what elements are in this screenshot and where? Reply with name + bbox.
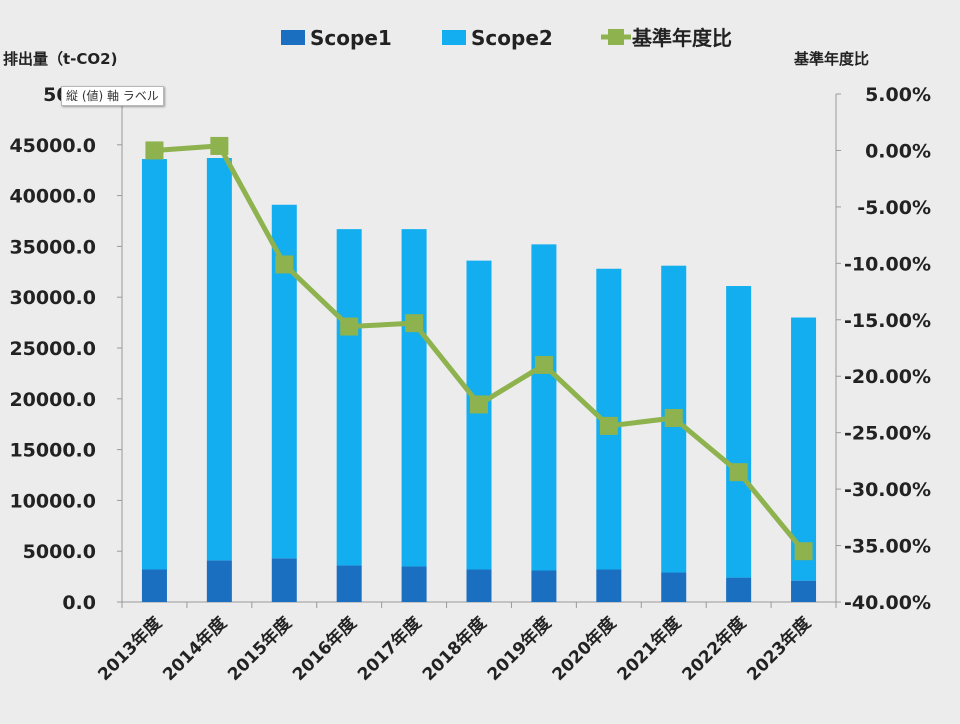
legend-swatch-marker xyxy=(608,29,624,45)
y-tick-label: 35000.0 xyxy=(9,236,96,258)
x-tick-label: 2016年度 xyxy=(288,612,361,685)
bar-scope2 xyxy=(336,229,362,566)
bar-scope1 xyxy=(141,569,167,602)
y-tick-label: 15000.0 xyxy=(9,440,96,462)
y2-tick-label: -20.00% xyxy=(844,366,931,388)
bar-scope2 xyxy=(206,158,232,561)
line-point-marker xyxy=(340,317,359,336)
bar-scope2 xyxy=(726,286,752,578)
bar-scope1 xyxy=(661,572,687,602)
x-tick-label: 2023年度 xyxy=(743,612,816,685)
x-tick-label: 2017年度 xyxy=(353,612,426,685)
y-tick-label: 5000.0 xyxy=(23,541,96,563)
y-tick-label: 40000.0 xyxy=(9,186,96,208)
bar-scope1 xyxy=(531,570,557,602)
bar-scope1 xyxy=(206,560,232,602)
y-tick-label: 30000.0 xyxy=(9,287,96,309)
y2-axis-title: 基準年度比 xyxy=(793,50,869,68)
y-tick-label: 25000.0 xyxy=(9,338,96,360)
legend-swatch xyxy=(442,30,466,45)
legend-label: Scope2 xyxy=(471,26,553,50)
y-tick-label: 45000.0 xyxy=(9,135,96,157)
legend-label: Scope1 xyxy=(310,26,392,50)
x-tick-label: 2015年度 xyxy=(223,612,296,685)
x-tick-label: 2019年度 xyxy=(483,612,556,685)
y2-tick-label: -10.00% xyxy=(844,253,931,275)
x-tick-label: 2018年度 xyxy=(418,612,491,685)
y2-tick-label: -25.00% xyxy=(844,423,931,445)
legend-swatch xyxy=(281,30,305,45)
bar-scope1 xyxy=(726,577,752,602)
bar-scope1 xyxy=(596,569,622,602)
y2-tick-label: -30.00% xyxy=(844,479,931,501)
y-tick-label: 0.0 xyxy=(62,592,96,614)
x-tick-label: 2022年度 xyxy=(678,612,751,685)
line-point-marker xyxy=(275,255,294,274)
line-point-marker xyxy=(599,416,618,435)
bar-scope2 xyxy=(791,317,817,581)
bar-scope1 xyxy=(791,580,817,602)
y-tick-label: 20000.0 xyxy=(9,389,96,411)
line-point-marker xyxy=(145,141,164,160)
line-point-marker xyxy=(405,314,424,333)
bar-scope1 xyxy=(271,558,297,602)
y2-tick-label: -5.00% xyxy=(857,197,931,219)
x-tick-label: 2020年度 xyxy=(548,612,621,685)
y2-tick-label: -35.00% xyxy=(844,536,931,558)
bar-scope1 xyxy=(401,566,427,602)
legend-label: 基準年度比 xyxy=(632,26,732,50)
y-axis-title: 排出量（t-CO2) xyxy=(3,50,117,68)
bar-scope2 xyxy=(401,229,427,567)
line-point-marker xyxy=(210,136,229,155)
y2-tick-label: -15.00% xyxy=(844,310,931,332)
bar-scope2 xyxy=(466,260,492,570)
bar-scope2 xyxy=(531,244,557,571)
line-series xyxy=(145,136,813,561)
x-tick-label: 2021年度 xyxy=(613,612,686,685)
bar-scope1 xyxy=(466,569,492,602)
line-point-marker xyxy=(534,355,553,374)
axis-label-tooltip: 縦 (値) 軸 ラベル xyxy=(61,86,164,106)
line-point-marker xyxy=(470,395,488,414)
x-tick-label: 2014年度 xyxy=(159,612,232,685)
y2-tick-label: -40.00% xyxy=(844,592,931,614)
y-tick-label: 10000.0 xyxy=(9,490,96,512)
line-point-marker xyxy=(729,463,748,482)
bars xyxy=(141,158,817,602)
y2-tick-label: 0.00% xyxy=(865,140,931,162)
line-point-marker xyxy=(664,408,683,427)
x-tick-label: 2013年度 xyxy=(94,612,167,685)
legend: Scope1 Scope2 基準年度比 xyxy=(281,26,732,50)
y2-tick-label: 5.00% xyxy=(865,84,931,106)
bar-scope2 xyxy=(141,159,167,570)
bar-scope1 xyxy=(336,565,362,602)
line-point-marker xyxy=(794,542,813,561)
